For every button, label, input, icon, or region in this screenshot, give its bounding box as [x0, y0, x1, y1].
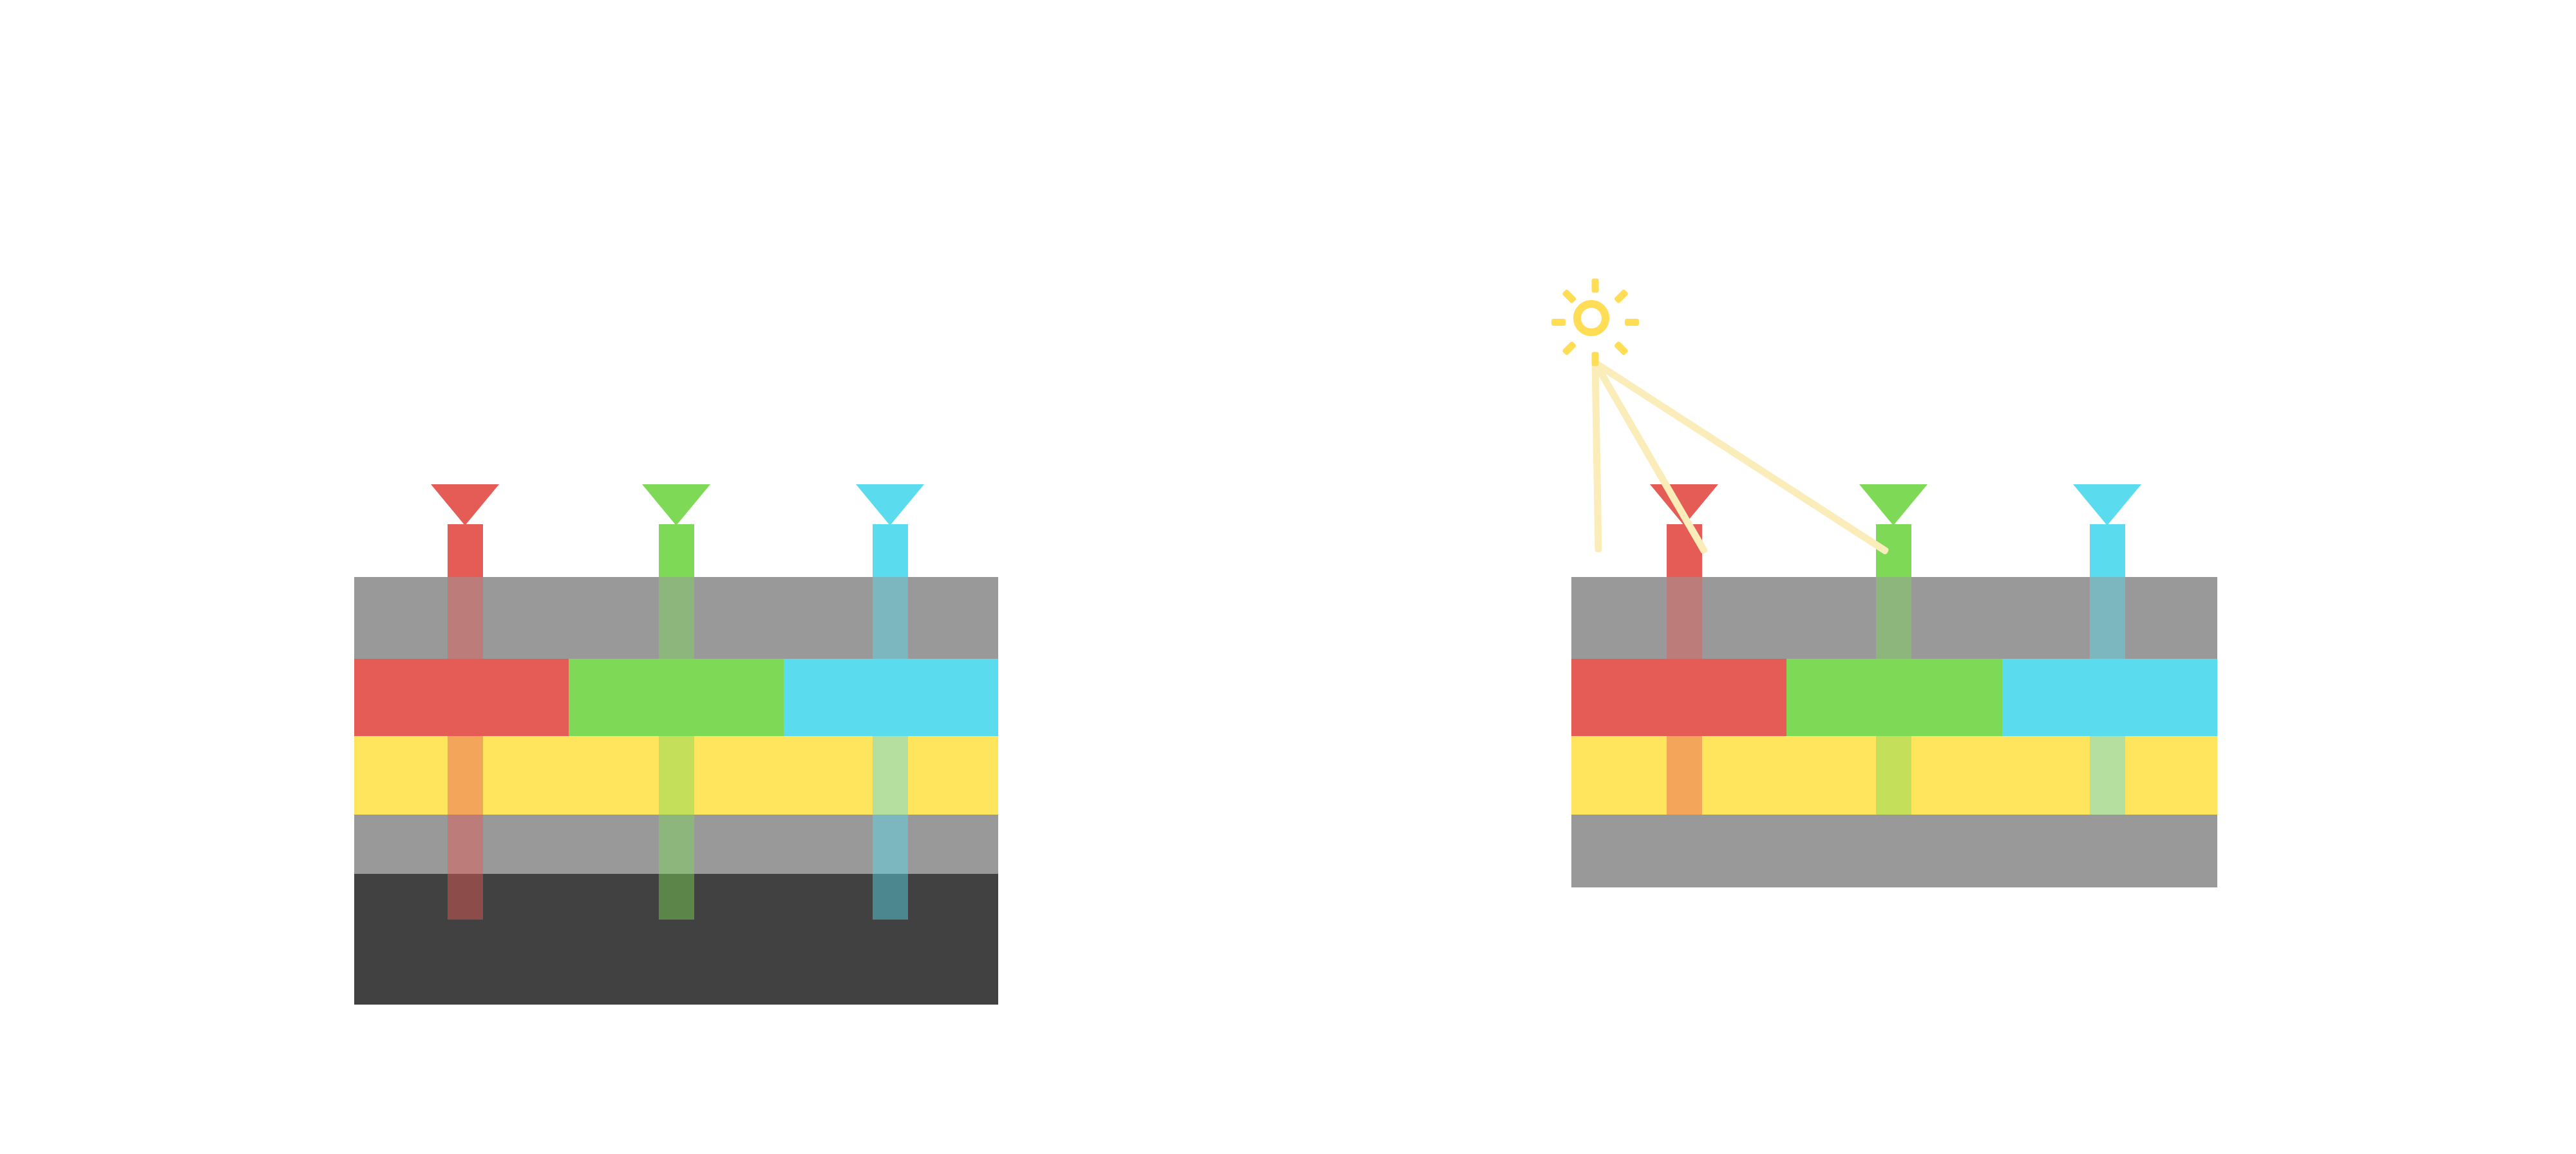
green-band [569, 659, 784, 736]
red-emission-arrow-ghost-shaft [1666, 577, 1702, 815]
top-gray-layer [354, 577, 998, 659]
sun-ray-tick-6-icon [1551, 318, 1566, 326]
green-emission-arrow-ghost-shaft [1875, 577, 1911, 815]
sun-ray-tick-4-icon [1591, 352, 1599, 366]
dark-substrate [354, 874, 998, 1005]
mid-gray-layer [354, 815, 998, 874]
color-filter-band [354, 659, 998, 736]
red-band [1571, 659, 1787, 736]
green-emission-arrow-ghost-shaft [658, 577, 694, 920]
cyan-emission-arrow-solid-shaft [872, 524, 908, 577]
red-band [354, 659, 569, 736]
yellow-layer [354, 736, 998, 815]
cyan-emission-arrow-ghost-shaft [872, 577, 908, 920]
green-band [1786, 659, 2002, 736]
sun-ray-tick-0-icon [1591, 278, 1599, 292]
layer-stack [1571, 577, 2217, 887]
top-gray-layer [1571, 577, 2217, 659]
sun-icon [1531, 258, 1660, 386]
red-emission-arrow-solid-shaft [447, 524, 483, 577]
sun-ray-tick-2-icon [1625, 318, 1639, 326]
layer-stack [354, 577, 998, 1005]
sun-core-circle [1573, 300, 1609, 336]
yellow-layer [1571, 736, 2217, 815]
color-filter-band [1571, 659, 2217, 736]
cyan-band [2002, 659, 2217, 736]
cyan-emission-arrow-head-icon [2073, 484, 2141, 525]
sun-ray-tick-5-icon [1562, 340, 1577, 355]
cyan-emission-arrow-ghost-shaft [2089, 577, 2125, 815]
red-emission-arrow-ghost-shaft [447, 577, 483, 920]
sun-ray-tick-1-icon [1613, 288, 1629, 304]
green-emission-arrow-solid-shaft [658, 524, 694, 577]
cyan-emission-arrow-solid-shaft [2089, 524, 2125, 577]
sun-ray-tick-3-icon [1613, 340, 1629, 355]
bottom-gray-layer [1571, 815, 2217, 887]
sun-ray-tick-7-icon [1562, 288, 1577, 304]
cyan-band [783, 659, 998, 736]
